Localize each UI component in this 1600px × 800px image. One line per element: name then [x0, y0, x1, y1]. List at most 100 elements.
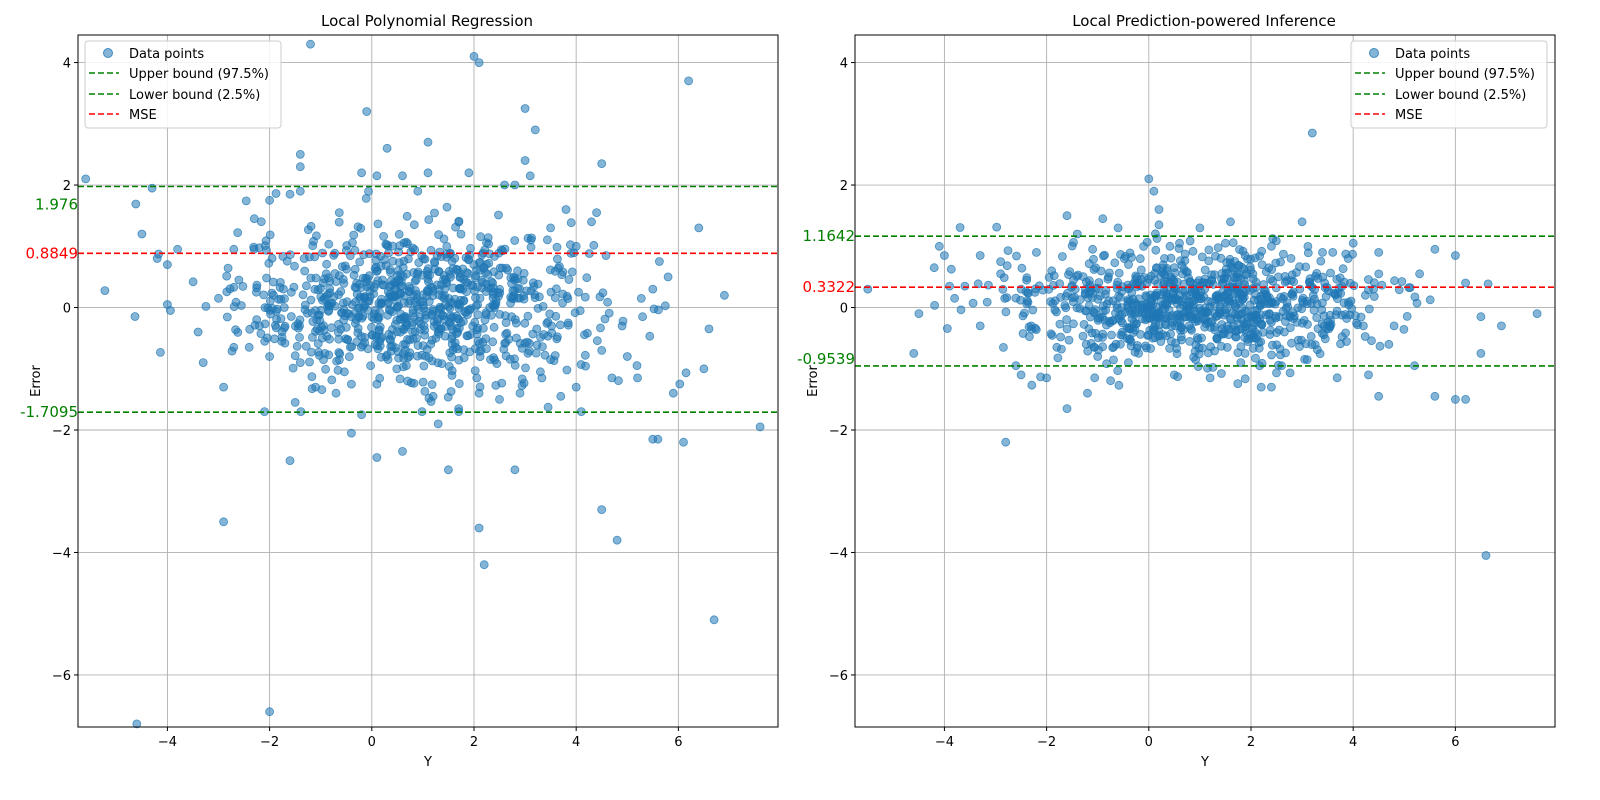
left-chart-data-point [525, 171, 535, 181]
left-chart-data-point [472, 329, 482, 339]
left-chart-data-point [225, 284, 235, 294]
right-chart-data-point [1272, 328, 1281, 338]
left-chart-data-point [520, 104, 530, 113]
left-chart-data-point [596, 323, 605, 333]
right-chart-data-point [1364, 275, 1373, 284]
left-chart-data-point [456, 318, 466, 328]
left-chart-x-ticks: −4 −2 0 2 4 6 [158, 727, 683, 750]
left-chart-data-point [234, 275, 244, 285]
left-chart-data-point [380, 255, 389, 265]
left-chart-data-point [427, 380, 437, 389]
left-chart-data-point [484, 239, 494, 249]
left-chart-data-point [424, 393, 434, 403]
left-chart-data-point [394, 229, 404, 239]
right-chart-data-point [1088, 244, 1097, 254]
right-chart-data-point [1360, 332, 1370, 341]
left-chart-data-point [491, 296, 501, 306]
right-chart-data-point [1152, 263, 1161, 273]
right-chart-data-point [1099, 251, 1108, 261]
left-chart-data-point [472, 373, 482, 383]
left-chart-data-point [521, 363, 530, 373]
left-chart-data-point [520, 318, 530, 328]
left-chart-data-point [675, 379, 685, 389]
legend-label-mse: MSE [129, 108, 157, 123]
right-chart-data-point [1082, 306, 1091, 316]
right-chart-data-point [1332, 373, 1342, 383]
left-chart-data-point [476, 232, 486, 242]
right-chart-data-point [1098, 214, 1108, 224]
left-chart-data-point [648, 434, 658, 444]
right-chart-data-point [1212, 295, 1221, 304]
left-chart-data-point [462, 310, 472, 320]
right-chart-data-point [1065, 267, 1075, 277]
right-chart-data-point [1320, 334, 1330, 344]
left-chart-data-point [506, 298, 516, 308]
right-chart-data-point [1274, 312, 1284, 322]
left-chart-data-point [372, 453, 382, 462]
right-chart-data-point [1169, 288, 1179, 297]
right-chart-data-point [1062, 324, 1072, 334]
right-chart-data-point [1046, 297, 1055, 307]
right-chart-data-point [1325, 322, 1335, 332]
left-chart-data-point [443, 465, 453, 475]
left-chart-data-point [334, 217, 344, 227]
left-chart-data-point [552, 334, 562, 344]
right-chart-data-point [1068, 297, 1078, 307]
left-chart-data-point [400, 313, 410, 323]
left-chart-data-point [679, 437, 688, 447]
right-chart-data-point [1297, 335, 1306, 345]
left-chart-data-point [464, 255, 474, 265]
right-chart-data-point [1286, 253, 1296, 263]
right-chart-y-tick-label: −6 [829, 669, 848, 684]
left-chart-data-point [340, 261, 350, 271]
right-chart-data-point [1285, 323, 1295, 333]
right-chart-data-point [1384, 339, 1394, 349]
left-chart-data-point [429, 317, 439, 327]
legend-label-lower-bound: Lower bound (2.5%) [1395, 88, 1526, 103]
left-chart-data-point [622, 352, 632, 361]
left-chart-data-point [442, 202, 452, 212]
left-chart-data-point [279, 303, 289, 312]
left-chart-points [81, 39, 765, 729]
right-chart-data-point [1303, 241, 1313, 251]
left-chart-data-point [475, 293, 485, 303]
left-chart-data-point [536, 332, 545, 342]
right-chart-data-point [1352, 318, 1361, 328]
left-chart-data-point [481, 287, 491, 296]
left-chart-data-point [510, 360, 520, 370]
left-chart-x-tick-label: −2 [260, 735, 279, 750]
left-chart-hline-labels: 1.976 0.8849 -1.7095 [20, 196, 78, 422]
left-chart-data-point [324, 239, 334, 249]
right-chart-data-point [1218, 328, 1228, 338]
left-chart-data-point [571, 382, 581, 392]
left-chart-data-point [411, 275, 421, 285]
right-chart-data-point [1312, 313, 1322, 323]
left-chart-data-point [423, 168, 433, 178]
left-chart-data-point [649, 304, 659, 314]
left-chart-data-point [426, 245, 436, 255]
left-chart-data-point [370, 340, 380, 349]
left-chart-data-point [421, 351, 431, 361]
left-chart-data-point [440, 291, 450, 301]
left-chart-data-point [305, 357, 314, 367]
left-chart-data-point [515, 388, 525, 398]
left-chart-data-point [455, 300, 465, 310]
right-chart-data-point [1272, 340, 1282, 350]
left-chart-data-point [272, 304, 282, 314]
right-chart-data-point [1297, 217, 1307, 227]
left-chart-data-point [314, 347, 324, 357]
right-chart-data-point [1148, 333, 1158, 343]
right-chart-data-point [1425, 295, 1435, 305]
left-chart-data-point [405, 348, 415, 358]
left-chart-data-point [597, 505, 607, 515]
left-chart-data-point [398, 446, 407, 456]
left-chart-data-point [173, 244, 183, 254]
right-chart-data-point [1258, 327, 1268, 337]
right-chart-data-point [1313, 274, 1323, 283]
right-chart-data-point [1062, 404, 1072, 414]
right-chart-data-point [1216, 253, 1226, 263]
left-chart-data-point [311, 273, 321, 283]
left-chart-data-point [547, 328, 557, 338]
right-chart-data-point [1364, 304, 1374, 314]
right-chart-data-point [1276, 292, 1286, 302]
